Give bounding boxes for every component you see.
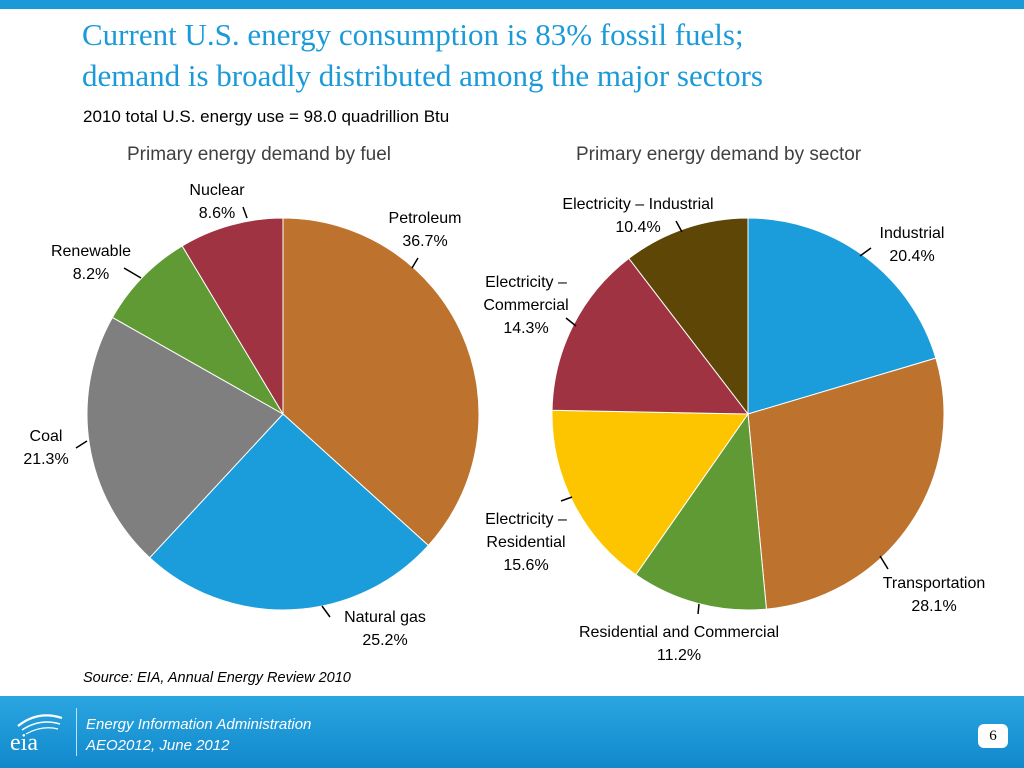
slice-value-coal: 21.3% <box>23 451 68 468</box>
slice-label-renewable: Renewable <box>51 243 131 260</box>
slice-label-petroleum: Petroleum <box>389 210 462 227</box>
leader-line-industrial <box>859 247 872 257</box>
leader-line-nuclear <box>242 206 248 219</box>
slice-value-transportation: 28.1% <box>911 598 956 615</box>
chart-title-fuel: Primary energy demand by fuel <box>127 144 392 165</box>
slice-label-industrial: Industrial <box>880 225 945 242</box>
logo-swoosh-2 <box>21 721 61 731</box>
slice-label-electricity-commercial: Commercial <box>483 297 568 314</box>
slice-label-transportation: Transportation <box>883 575 986 592</box>
slice-value-natural-gas: 25.2% <box>362 632 407 649</box>
pie-slice-transportation <box>747 357 945 610</box>
logo-swoosh-3 <box>25 727 59 735</box>
leader-line-electricity-industrial <box>675 220 683 233</box>
pie-slice-electricity-commercial <box>551 257 750 415</box>
leader-line-transportation <box>879 555 889 570</box>
pie-slice-nuclear <box>181 217 284 416</box>
leader-line-renewable <box>123 267 142 279</box>
leader-line-electricity-residential <box>560 496 573 502</box>
footer-bar: eia Energy Information Administration AE… <box>0 696 1024 768</box>
slice-value-electricity-industrial: 10.4% <box>615 219 660 236</box>
slide-subtitle: 2010 total U.S. energy use = 98.0 quadri… <box>83 107 450 126</box>
slice-label-residential-and-commercial: Residential and Commercial <box>579 624 779 641</box>
pie-slice-electricity-industrial <box>628 217 749 416</box>
page-number: 6 <box>978 724 1008 748</box>
leader-line-natural-gas <box>321 605 331 618</box>
slice-value-electricity-commercial: 14.3% <box>503 320 548 337</box>
pie-slice-petroleum <box>282 217 480 547</box>
pie-slice-residential-and-commercial <box>635 412 767 611</box>
slice-value-residential-and-commercial: 11.2% <box>657 647 701 664</box>
slice-label-electricity-residential: Residential <box>486 534 565 551</box>
logo-wordmark: eia <box>10 730 38 754</box>
source-note: Source: EIA, Annual Energy Review 2010 <box>83 670 351 686</box>
leader-line-coal <box>75 440 88 449</box>
top-accent-bar <box>0 0 1024 9</box>
pie-slice-natural-gas <box>149 413 430 611</box>
slice-value-electricity-residential: 15.6% <box>503 557 548 574</box>
eia-logo: eia <box>10 714 63 754</box>
leader-line-residential-and-commercial <box>697 603 700 615</box>
pie-charts: Petroleum 36.7% Natural gas 25.2% Coal 21.3% R… <box>23 182 985 664</box>
pie-chart-fuel: Petroleum 36.7% Natural gas 25.2% Coal 21.3% R… <box>23 182 480 649</box>
chart-title-sector: Primary energy demand by sector <box>576 144 862 165</box>
slice-label-coal: Coal <box>30 428 63 445</box>
slice-value-renewable: 8.2% <box>73 266 109 283</box>
slice-label-electricity-commercial: Electricity – <box>485 274 567 291</box>
slide-title-line-2: demand is broadly distributed among the … <box>82 58 763 93</box>
footer-report: AEO2012, June 2012 <box>86 737 230 754</box>
pie-slice-coal <box>86 316 284 559</box>
footer-organization: Energy Information Administration <box>86 716 312 733</box>
slide-title: Current U.S. energy consumption is 83% f… <box>82 14 982 96</box>
slice-value-industrial: 20.4% <box>889 248 934 265</box>
slice-value-petroleum: 36.7% <box>402 233 447 250</box>
logo-swoosh-1 <box>17 714 63 727</box>
leader-line-petroleum <box>411 257 419 269</box>
pie-slice-renewable <box>111 245 285 416</box>
slice-label-electricity-residential: Electricity – <box>485 511 567 528</box>
slice-value-nuclear: 8.6% <box>199 205 235 222</box>
slice-label-natural-gas: Natural gas <box>344 609 426 626</box>
slice-label-nuclear: Nuclear <box>189 182 245 199</box>
footer-divider <box>76 708 77 756</box>
pie-slice-industrial <box>747 217 937 415</box>
pie-chart-sector: Industrial 20.4% Transportation 28.1% Reside… <box>483 196 985 664</box>
pie-slice-electricity-residential <box>551 409 749 576</box>
slide-title-line-1: Current U.S. energy consumption is 83% f… <box>82 17 744 52</box>
slice-label-electricity-industrial: Electricity – Industrial <box>562 196 713 213</box>
leader-line-electricity-commercial <box>565 317 577 327</box>
